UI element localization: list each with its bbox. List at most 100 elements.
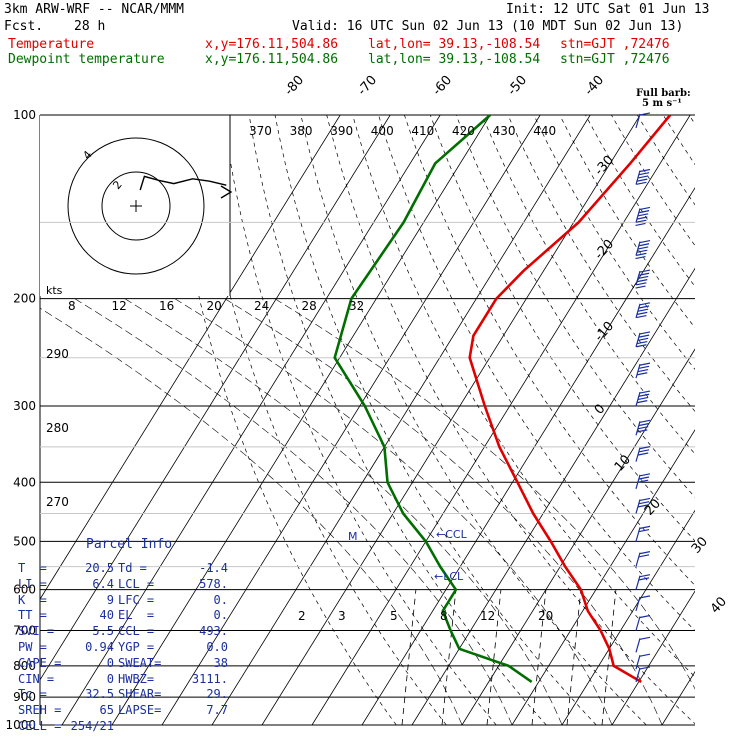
- wind-barb-shaft: [635, 527, 641, 542]
- parcel-value: 0.: [213, 592, 228, 607]
- wind-barb-shaft: [635, 241, 641, 256]
- wind-barb-flag: [638, 368, 649, 373]
- pressure-tick-label: 500: [13, 534, 36, 548]
- wind-barb-flag: [639, 239, 651, 244]
- theta-e-label: 380: [290, 124, 313, 138]
- hodograph-units: kts: [46, 284, 63, 297]
- dry-adiabat: [404, 115, 695, 586]
- theta-e-label: 440: [533, 124, 556, 138]
- theta-e-label: 400: [371, 124, 394, 138]
- parcel-value: 40: [99, 608, 114, 623]
- parcel-label: SREH =: [18, 703, 62, 718]
- wind-barb-flag: [639, 331, 651, 335]
- wind-barb: [635, 239, 651, 260]
- mixing-ratio-label: 2: [298, 609, 306, 623]
- parcel-value: 5.5: [92, 624, 114, 639]
- dry-adiabat: [274, 115, 597, 725]
- parcel-value: 6.4: [92, 576, 114, 591]
- hodograph-trace: [139, 175, 227, 191]
- mixing-ratio-line: [486, 589, 502, 725]
- dry-adiabat: [455, 115, 695, 498]
- parcel-label: EL =: [118, 608, 155, 623]
- parcel-label: LCL =: [118, 576, 155, 591]
- mixing-ratio-label: 20: [538, 609, 553, 623]
- wind-barb: [635, 614, 651, 631]
- parcel-label: YGP =: [118, 640, 155, 654]
- wind-barb-shaft: [635, 596, 641, 612]
- wind-barb-shaft: [635, 552, 641, 567]
- parcel-label: CELL =: [18, 719, 62, 733]
- mixing-ratio-line: [441, 589, 457, 725]
- dry-adiabat: [662, 115, 695, 166]
- theta-e-label: 370: [249, 124, 272, 138]
- wind-barb: [635, 168, 651, 185]
- wind-barb-flag: [639, 362, 651, 366]
- wind-barb-flag: [635, 222, 646, 227]
- parcel-label: Td =: [118, 561, 147, 575]
- wind-barb-flag: [639, 551, 651, 555]
- wind-barb: [635, 525, 651, 542]
- temperature-xy: x,y=176.11,504.86: [205, 37, 339, 52]
- pressure-tick-label: 800: [13, 659, 36, 673]
- wind-barb-flag: [638, 213, 649, 217]
- wind-barb-shaft: [635, 667, 641, 683]
- wind-barb: [635, 390, 651, 407]
- hodograph-arrow: [220, 185, 233, 199]
- isotherm-line: [361, 187, 695, 725]
- dry-adiabat: [300, 115, 647, 725]
- wind-speed-scale-label: 32: [349, 299, 364, 313]
- temperature-latlon: lat,lon= 39.13,-108.54: [368, 37, 541, 52]
- wind-speed-scale-label: 12: [112, 299, 127, 313]
- wind-barb-flag: [638, 172, 650, 176]
- parcel-label: Tc =: [18, 687, 47, 702]
- parcel-label: SVI =: [18, 624, 55, 639]
- hodograph-ring-inner: [101, 171, 171, 241]
- annotation-m: M: [348, 530, 358, 543]
- dry-adiabat: [715, 115, 740, 725]
- wind-barb-flag: [639, 168, 651, 173]
- pressure-tick-label: 900: [13, 690, 36, 704]
- theta-label: 270: [46, 495, 69, 509]
- theta-e-label: 410: [411, 124, 434, 138]
- wind-barb: [635, 302, 651, 319]
- wind-barb-flag: [637, 340, 648, 345]
- wind-barb-flag: [636, 282, 647, 286]
- wind-barb-flag: [638, 476, 650, 480]
- wind-barb-flag: [637, 311, 648, 315]
- wind-barb-flag: [638, 243, 650, 247]
- isotherm-line: [161, 115, 541, 725]
- wind-barb-flag: [639, 473, 651, 477]
- wind-barb-shaft: [635, 421, 641, 436]
- wind-barb: [635, 362, 651, 379]
- parcel-info-title: Parcel Info: [86, 537, 173, 552]
- wind-barb-flag: [639, 446, 651, 450]
- wind-barb-flag: [638, 246, 649, 250]
- wind-barb-flag: [638, 275, 649, 280]
- mixing-ratio-line: [531, 589, 547, 725]
- dry-adiabat: [688, 115, 695, 125]
- wind-barb: [635, 331, 651, 348]
- parcel-label: SHEAR=: [118, 687, 162, 702]
- wind-barb-flag: [638, 528, 650, 533]
- wind-barb-flag: [638, 175, 649, 179]
- mixing-ratio-label: 3: [338, 609, 346, 623]
- wind-barb: [635, 551, 651, 567]
- pressure-tick-label: 600: [13, 583, 36, 597]
- isotherm-line: [111, 115, 491, 725]
- wind-barb-flag: [638, 337, 649, 341]
- parcel-value: 32.5: [85, 687, 114, 702]
- wind-barb-flag: [639, 653, 651, 657]
- wind-barb-flag: [639, 206, 651, 211]
- isotherm-line: [561, 509, 695, 725]
- pressure-tick-label: 1000: [5, 718, 36, 732]
- theta-e-label: 430: [493, 124, 516, 138]
- hodograph-ring-outer: [67, 137, 205, 275]
- theta-label: 280: [46, 421, 69, 435]
- isotherm-label: -60: [430, 73, 455, 99]
- wind-barb-flag: [635, 255, 646, 260]
- temperature-legend: Temperature: [8, 37, 95, 52]
- wind-barb-flag: [639, 269, 651, 273]
- wind-barb-flag: [638, 272, 650, 276]
- isotherm-label: -40: [582, 73, 607, 99]
- wind-barb-flag: [638, 479, 649, 483]
